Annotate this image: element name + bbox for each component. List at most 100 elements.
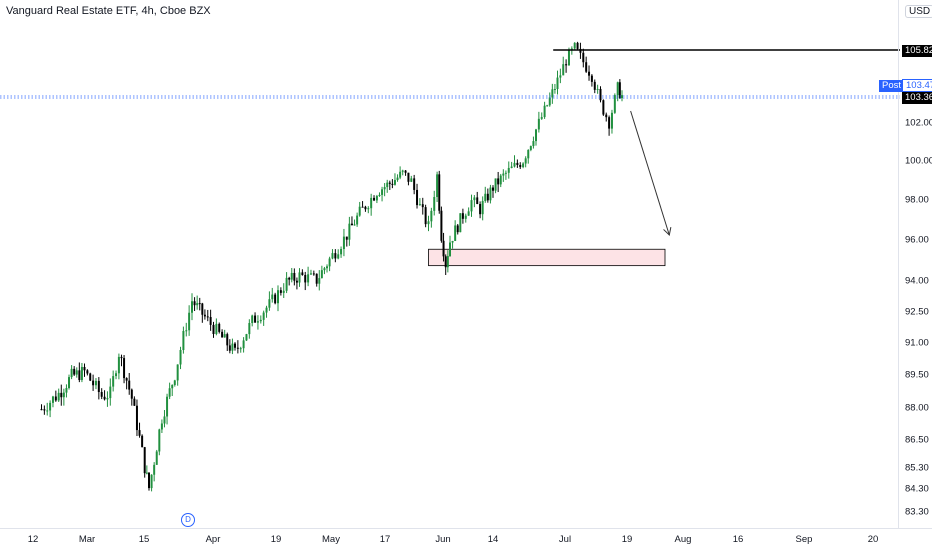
y-tick-label: 89.50 bbox=[905, 370, 929, 381]
candle-body bbox=[391, 183, 394, 185]
candle-body bbox=[464, 215, 467, 219]
y-tick-label: 85.30 bbox=[905, 463, 929, 474]
candle-body bbox=[590, 75, 593, 82]
candle-body bbox=[573, 42, 576, 49]
candle-body bbox=[599, 88, 602, 101]
candle-body bbox=[254, 315, 257, 323]
candle-body bbox=[163, 416, 166, 424]
candle-body bbox=[298, 272, 301, 283]
candle-body bbox=[576, 42, 579, 49]
candle-body bbox=[133, 398, 136, 406]
last-price-tag: 103.36 bbox=[902, 92, 932, 104]
candle-body bbox=[323, 268, 326, 271]
y-tick-label: 102.00 bbox=[905, 118, 932, 129]
candle-body bbox=[209, 317, 212, 325]
candle-body bbox=[481, 200, 484, 215]
candle-body bbox=[279, 290, 282, 293]
dividend-event-badge[interactable]: D bbox=[181, 513, 195, 527]
candle-body bbox=[616, 82, 619, 96]
candle-body bbox=[527, 149, 530, 159]
candle-body bbox=[484, 193, 487, 201]
candle-body bbox=[188, 312, 191, 331]
candle-body bbox=[326, 266, 329, 269]
projection-arrow-head bbox=[663, 227, 672, 236]
candle-body bbox=[602, 100, 605, 115]
candle-body bbox=[193, 301, 196, 306]
candle-body bbox=[489, 187, 492, 201]
candle-body bbox=[223, 334, 226, 338]
candle-body bbox=[201, 303, 204, 315]
x-tick-label: 19 bbox=[622, 534, 633, 545]
candle-body bbox=[454, 225, 457, 241]
candle-body bbox=[158, 429, 161, 452]
candle-body bbox=[479, 204, 482, 215]
candle-body bbox=[212, 324, 215, 335]
candle-body bbox=[427, 221, 430, 225]
candle-body bbox=[364, 206, 367, 210]
candle-body bbox=[424, 207, 427, 225]
candle-body bbox=[593, 81, 596, 90]
candle-body bbox=[120, 356, 123, 359]
x-tick-label: Aug bbox=[675, 534, 692, 545]
candle-body bbox=[340, 249, 343, 255]
candle-body bbox=[271, 294, 274, 300]
candle-body bbox=[386, 182, 389, 188]
candle-body bbox=[543, 105, 546, 118]
candle-body bbox=[610, 112, 613, 129]
candle-body bbox=[370, 197, 373, 209]
candle-body bbox=[40, 409, 43, 411]
candle-body bbox=[245, 334, 248, 341]
candle-body bbox=[393, 180, 396, 185]
candle-body bbox=[378, 194, 381, 197]
candle-body bbox=[416, 189, 419, 206]
candle-body bbox=[43, 409, 46, 411]
y-tick-label: 94.00 bbox=[905, 276, 929, 287]
candle-body bbox=[182, 330, 185, 351]
x-tick-label: Jun bbox=[435, 534, 450, 545]
candle-body bbox=[444, 256, 447, 268]
candle-body bbox=[582, 52, 585, 63]
candle-body bbox=[486, 193, 489, 201]
candle-body bbox=[451, 240, 454, 243]
candle-body bbox=[138, 430, 141, 436]
candle-body bbox=[78, 370, 81, 381]
candle-body bbox=[353, 224, 356, 226]
y-tick-label: 91.00 bbox=[905, 338, 929, 349]
candle-body bbox=[516, 162, 519, 165]
candle-body bbox=[596, 88, 599, 90]
candle-body bbox=[265, 307, 268, 313]
candle-body bbox=[502, 173, 505, 176]
post-market-price-tag: 103.47 bbox=[902, 79, 932, 92]
x-tick-label: Sep bbox=[796, 534, 813, 545]
candle-body bbox=[383, 187, 386, 190]
x-tick-label: 20 bbox=[868, 534, 879, 545]
candle-body bbox=[331, 253, 334, 259]
candle-body bbox=[467, 211, 470, 216]
candle-body bbox=[456, 225, 459, 233]
candle-body bbox=[86, 370, 89, 374]
candle-body bbox=[307, 274, 310, 283]
candle-body bbox=[176, 364, 179, 381]
candle-body bbox=[68, 377, 71, 389]
candle-body bbox=[565, 64, 568, 66]
currency-label[interactable]: USD bbox=[905, 5, 932, 18]
candle-body bbox=[46, 410, 49, 412]
candle-body bbox=[361, 206, 364, 208]
candle-body bbox=[315, 273, 318, 284]
candle-body bbox=[559, 75, 562, 78]
candle-body bbox=[401, 170, 404, 172]
x-tick-label: Jul bbox=[559, 534, 571, 545]
candle-body bbox=[62, 392, 65, 398]
candle-body bbox=[94, 380, 97, 386]
candle-body bbox=[608, 117, 611, 129]
candle-body bbox=[540, 117, 543, 119]
x-tick-label: Apr bbox=[206, 534, 221, 545]
candle-body bbox=[228, 345, 231, 351]
candle-body bbox=[293, 272, 296, 281]
candle-body bbox=[236, 347, 239, 349]
chart-title: Vanguard Real Estate ETF, 4h, Cboe BZX bbox=[6, 5, 211, 17]
candle-body bbox=[304, 275, 307, 283]
candle-body bbox=[191, 301, 193, 313]
candle-body bbox=[621, 95, 623, 99]
